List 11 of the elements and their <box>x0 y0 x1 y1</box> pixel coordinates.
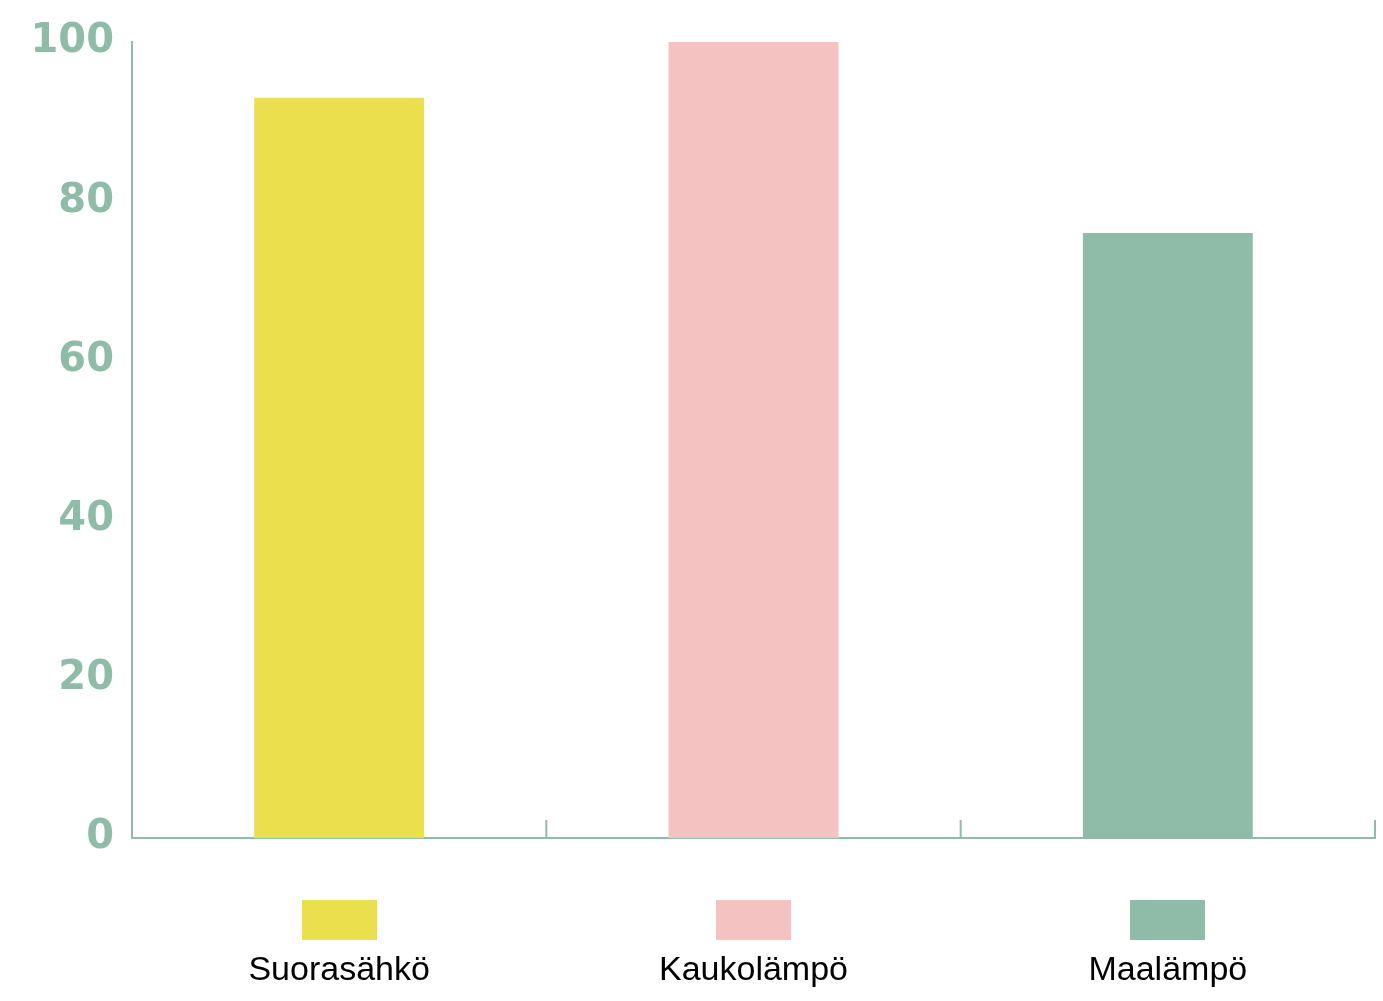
bar <box>254 97 425 838</box>
y-tick-label: 0 <box>86 811 114 858</box>
y-tick-label: 80 <box>58 174 114 221</box>
y-tick-label: 100 <box>30 15 114 62</box>
x-tick-label: Kaukolämpö <box>658 948 849 987</box>
x-tick-label: Suorasähkö <box>248 948 430 987</box>
y-tick-label: 40 <box>58 492 114 539</box>
x-tick-label: Maalämpö <box>1088 948 1248 987</box>
y-tick-label: 20 <box>58 652 114 699</box>
bar <box>668 42 839 838</box>
y-tick-label: 60 <box>58 333 114 380</box>
